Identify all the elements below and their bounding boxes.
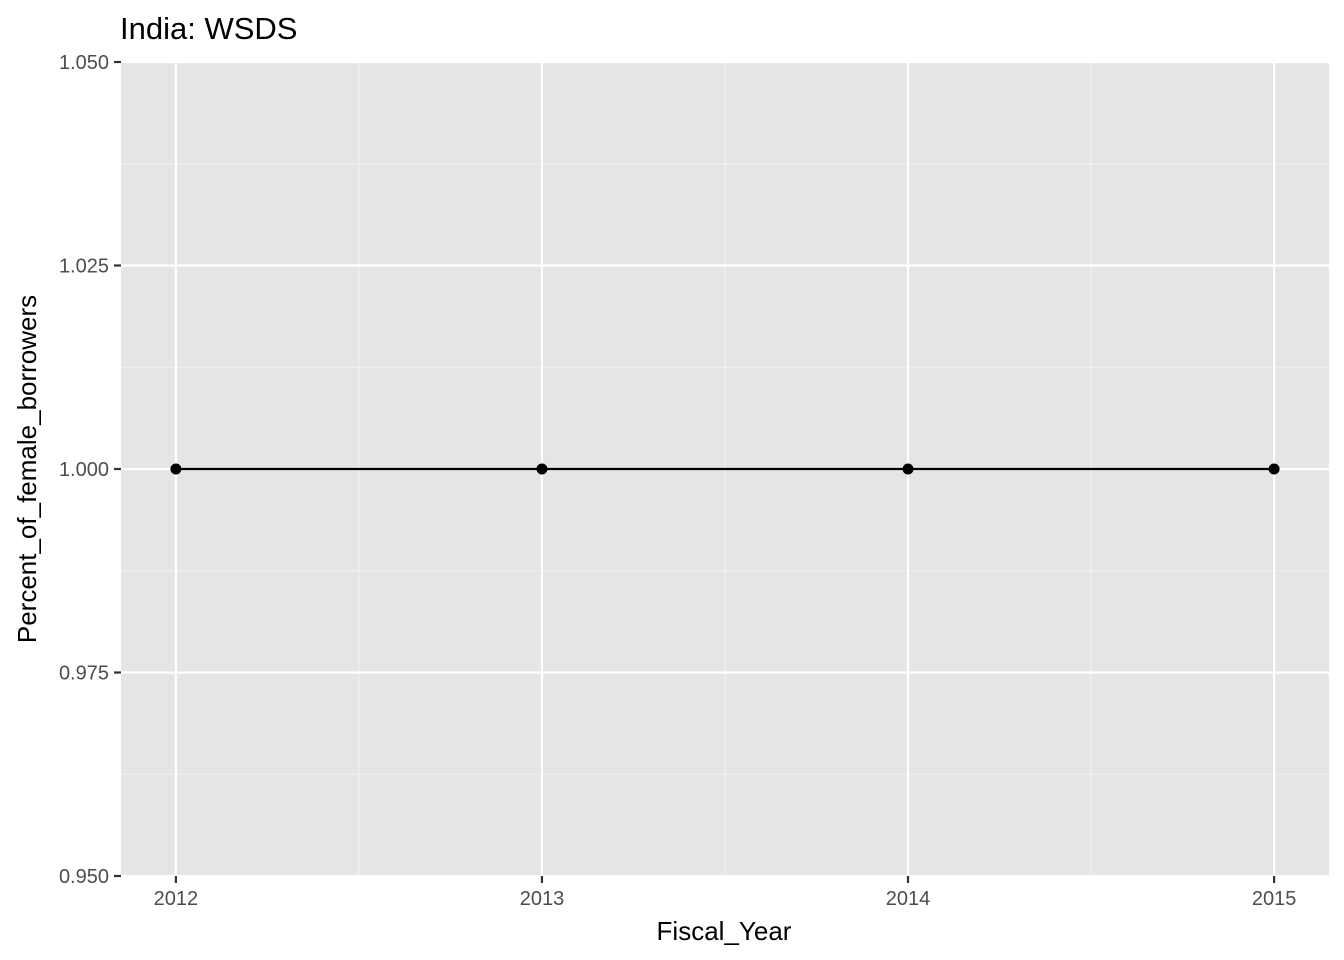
data-point: [902, 463, 914, 475]
x-axis: 2012 2013 2014 2015: [154, 876, 1297, 910]
y-tick-label: 0.950: [59, 866, 109, 888]
x-tick-label: 2012: [154, 888, 199, 910]
y-tick-label: 1.050: [59, 52, 109, 74]
data-point: [1268, 463, 1280, 475]
y-tick-label: 1.025: [59, 256, 109, 278]
chart-title: India: WSDS: [120, 11, 297, 46]
y-tick-label: 0.975: [59, 663, 109, 685]
y-axis: 0.950 0.975 1.000 1.025 1.050: [59, 52, 121, 888]
y-tick-label: 1.000: [59, 459, 109, 481]
data-point: [170, 463, 182, 475]
data-point: [536, 463, 548, 475]
x-tick-label: 2015: [1252, 888, 1297, 910]
x-tick-label: 2013: [520, 888, 565, 910]
x-axis-title: Fiscal_Year: [657, 916, 792, 946]
series-layer: [170, 463, 1280, 475]
y-axis-title: Percent_of_female_borrowers: [12, 295, 42, 643]
x-tick-label: 2014: [886, 888, 931, 910]
